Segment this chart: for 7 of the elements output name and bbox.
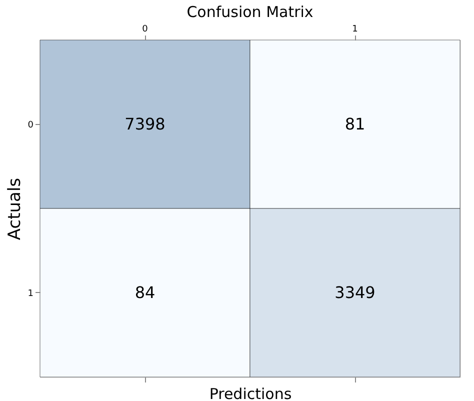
chart-title: Confusion Matrix (186, 3, 314, 21)
data-label: 84 (134, 282, 156, 302)
data-label: 3349 (334, 282, 376, 302)
data-label: 81 (344, 114, 366, 134)
x-axis-title: Predictions (209, 385, 292, 401)
y-axis-title: Actuals (4, 178, 25, 240)
data-label: 7398 (124, 114, 166, 134)
